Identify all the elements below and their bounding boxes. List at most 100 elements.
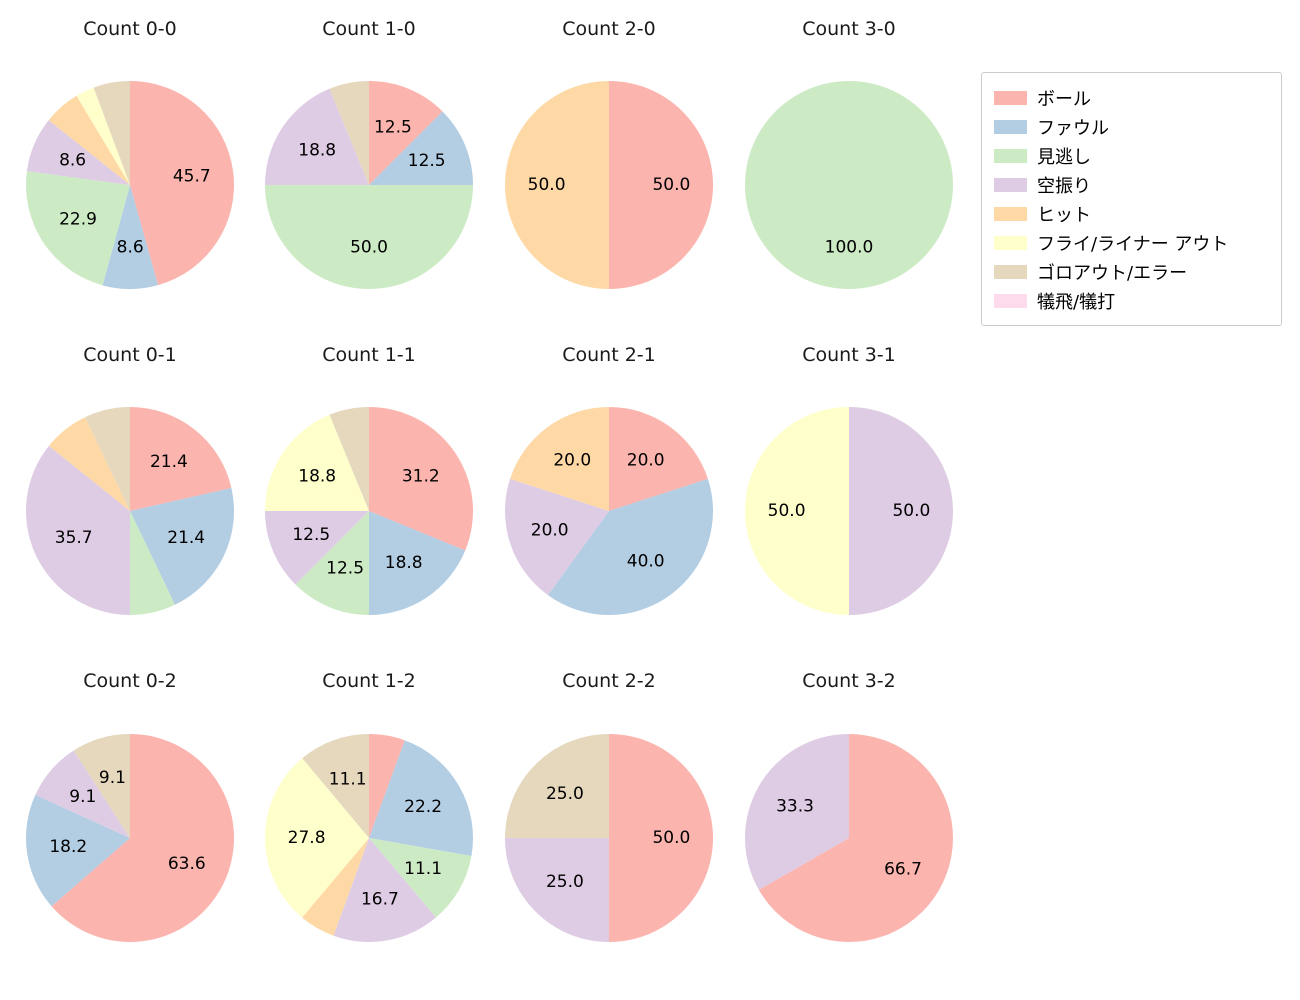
pie-slice-ground_out_error bbox=[505, 734, 609, 838]
pie-chart: 50.0 50.0 bbox=[745, 407, 953, 615]
pie-chart: 100.0 bbox=[745, 81, 953, 289]
legend-item: 空振り bbox=[994, 170, 1269, 199]
slice-percentage-label: 11.1 bbox=[404, 859, 442, 879]
chart-title: Count 3-1 bbox=[802, 344, 896, 366]
legend-label: 空振り bbox=[1037, 175, 1091, 197]
slice-percentage-label: 8.6 bbox=[117, 237, 144, 257]
pie-slice-ball bbox=[369, 81, 443, 185]
pie-chart: 50.0 25.0 25.0 bbox=[505, 734, 713, 942]
pie-slice-ball bbox=[369, 734, 405, 838]
pie-slice-looking bbox=[369, 838, 472, 918]
legend-color-swatch-icon bbox=[994, 264, 1027, 279]
slice-percentage-label: 12.5 bbox=[374, 117, 412, 137]
legend-color-swatch-icon bbox=[994, 119, 1027, 134]
pie-slice-ground_out_error bbox=[73, 734, 130, 838]
legend-label: ファウル bbox=[1037, 117, 1109, 139]
pie-slice-foul bbox=[547, 478, 714, 616]
pie-slice-hit bbox=[510, 407, 609, 511]
slice-percentage-label: 21.4 bbox=[150, 452, 188, 472]
slice-percentage-label: 22.9 bbox=[59, 210, 97, 230]
slice-percentage-label: 20.0 bbox=[531, 520, 569, 540]
pie-slice-fly_liner_out bbox=[265, 414, 369, 511]
pie-slice-swinging bbox=[504, 478, 609, 596]
legend-color-swatch-icon bbox=[994, 177, 1027, 192]
slice-percentage-label: 45.7 bbox=[173, 167, 211, 187]
chart-title: Count 3-0 bbox=[802, 18, 896, 40]
slice-percentage-label: 35.7 bbox=[55, 528, 93, 548]
legend-item: フライ/ライナー アウト bbox=[994, 228, 1269, 257]
pie-slice-foul bbox=[369, 111, 473, 185]
slice-percentage-label: 63.6 bbox=[168, 854, 206, 874]
slice-percentage-label: 18.2 bbox=[49, 837, 87, 857]
slice-percentage-label: 50.0 bbox=[768, 501, 806, 521]
slice-percentage-label: 50.0 bbox=[652, 175, 690, 195]
legend-label: 犠飛/犠打 bbox=[1037, 291, 1116, 313]
slice-percentage-label: 20.0 bbox=[553, 451, 591, 471]
pie-slice-hit bbox=[302, 838, 369, 936]
pie-chart: 45.7 8.6 22.9 8.6 bbox=[25, 81, 235, 290]
slice-percentage-label: 31.2 bbox=[402, 466, 440, 486]
legend-color-swatch-icon bbox=[994, 206, 1027, 221]
pie-slice-looking bbox=[745, 81, 953, 289]
slice-percentage-label: 9.1 bbox=[99, 768, 126, 788]
pie-slice-swinging bbox=[505, 838, 609, 942]
pie-slice-ball bbox=[130, 81, 235, 286]
slice-percentage-label: 22.2 bbox=[404, 797, 442, 817]
legend-item: 見逃し bbox=[994, 141, 1269, 170]
pie-chart: 20.0 40.0 20.0 20.0 bbox=[504, 407, 714, 616]
slice-percentage-label: 50.0 bbox=[350, 237, 388, 257]
chart-title: Count 0-1 bbox=[83, 344, 177, 366]
legend-color-swatch-icon bbox=[994, 148, 1027, 163]
legend-item: ボール bbox=[994, 83, 1269, 112]
pie-slice-ground_out_error bbox=[85, 407, 130, 511]
slice-percentage-label: 12.5 bbox=[408, 151, 446, 171]
slice-percentage-label: 12.5 bbox=[326, 559, 364, 579]
slice-percentage-label: 18.8 bbox=[298, 466, 336, 486]
pie-slice-swinging bbox=[849, 407, 953, 615]
legend-label: ボール bbox=[1037, 88, 1091, 110]
pie-slice-ground_out_error bbox=[329, 81, 369, 185]
legend-item: ヒット bbox=[994, 199, 1269, 228]
slice-percentage-label: 50.0 bbox=[528, 175, 566, 195]
pie-slice-foul bbox=[369, 511, 466, 615]
pie-slice-swinging bbox=[265, 88, 369, 185]
pie-slice-ball bbox=[369, 407, 474, 551]
pie-chart: 22.211.116.727.811.1 bbox=[265, 734, 474, 942]
pie-slice-fly_liner_out bbox=[76, 87, 130, 185]
pie-slice-foul bbox=[102, 185, 159, 290]
chart-title: Count 2-0 bbox=[562, 18, 656, 40]
slice-percentage-label: 40.0 bbox=[627, 552, 665, 572]
chart-title: Count 2-1 bbox=[562, 344, 656, 366]
chart-title: Count 2-2 bbox=[562, 670, 656, 692]
pie-slice-foul bbox=[369, 740, 474, 857]
legend-label: フライ/ライナー アウト bbox=[1037, 233, 1229, 255]
chart-title: Count 1-0 bbox=[322, 18, 416, 40]
pie-slice-ball bbox=[130, 407, 232, 511]
slice-percentage-label: 18.8 bbox=[385, 553, 423, 573]
legend-item: 犠飛/犠打 bbox=[994, 286, 1269, 315]
pie-slice-hit bbox=[48, 95, 130, 185]
slice-percentage-label: 8.6 bbox=[59, 151, 86, 171]
chart-title: Count 0-0 bbox=[83, 18, 177, 40]
pie-slice-ground_out_error bbox=[93, 81, 130, 185]
pie-slice-looking bbox=[295, 511, 369, 615]
slice-percentage-label: 12.5 bbox=[292, 525, 330, 545]
legend-label: ゴロアウト/エラー bbox=[1037, 262, 1188, 284]
slice-percentage-label: 100.0 bbox=[825, 237, 874, 257]
pie-slice-ground_out_error bbox=[302, 734, 369, 838]
slice-percentage-label: 21.4 bbox=[167, 528, 205, 548]
slice-percentage-label: 50.0 bbox=[892, 501, 930, 521]
pie-slice-swinging bbox=[265, 511, 369, 585]
pie-slice-foul bbox=[26, 794, 130, 907]
slice-percentage-label: 20.0 bbox=[627, 451, 665, 471]
chart-title: Count 1-2 bbox=[322, 670, 416, 692]
slice-percentage-label: 9.1 bbox=[69, 787, 96, 807]
slice-percentage-label: 50.0 bbox=[652, 828, 690, 848]
slice-percentage-label: 16.7 bbox=[361, 889, 399, 909]
slice-percentage-label: 18.8 bbox=[298, 140, 336, 160]
legend-item: ゴロアウト/エラー bbox=[994, 257, 1269, 286]
chart-title: Count 3-2 bbox=[802, 670, 896, 692]
pie-chart: 66.7 33.3 bbox=[744, 734, 953, 942]
pie-slice-fly_liner_out bbox=[745, 407, 849, 615]
